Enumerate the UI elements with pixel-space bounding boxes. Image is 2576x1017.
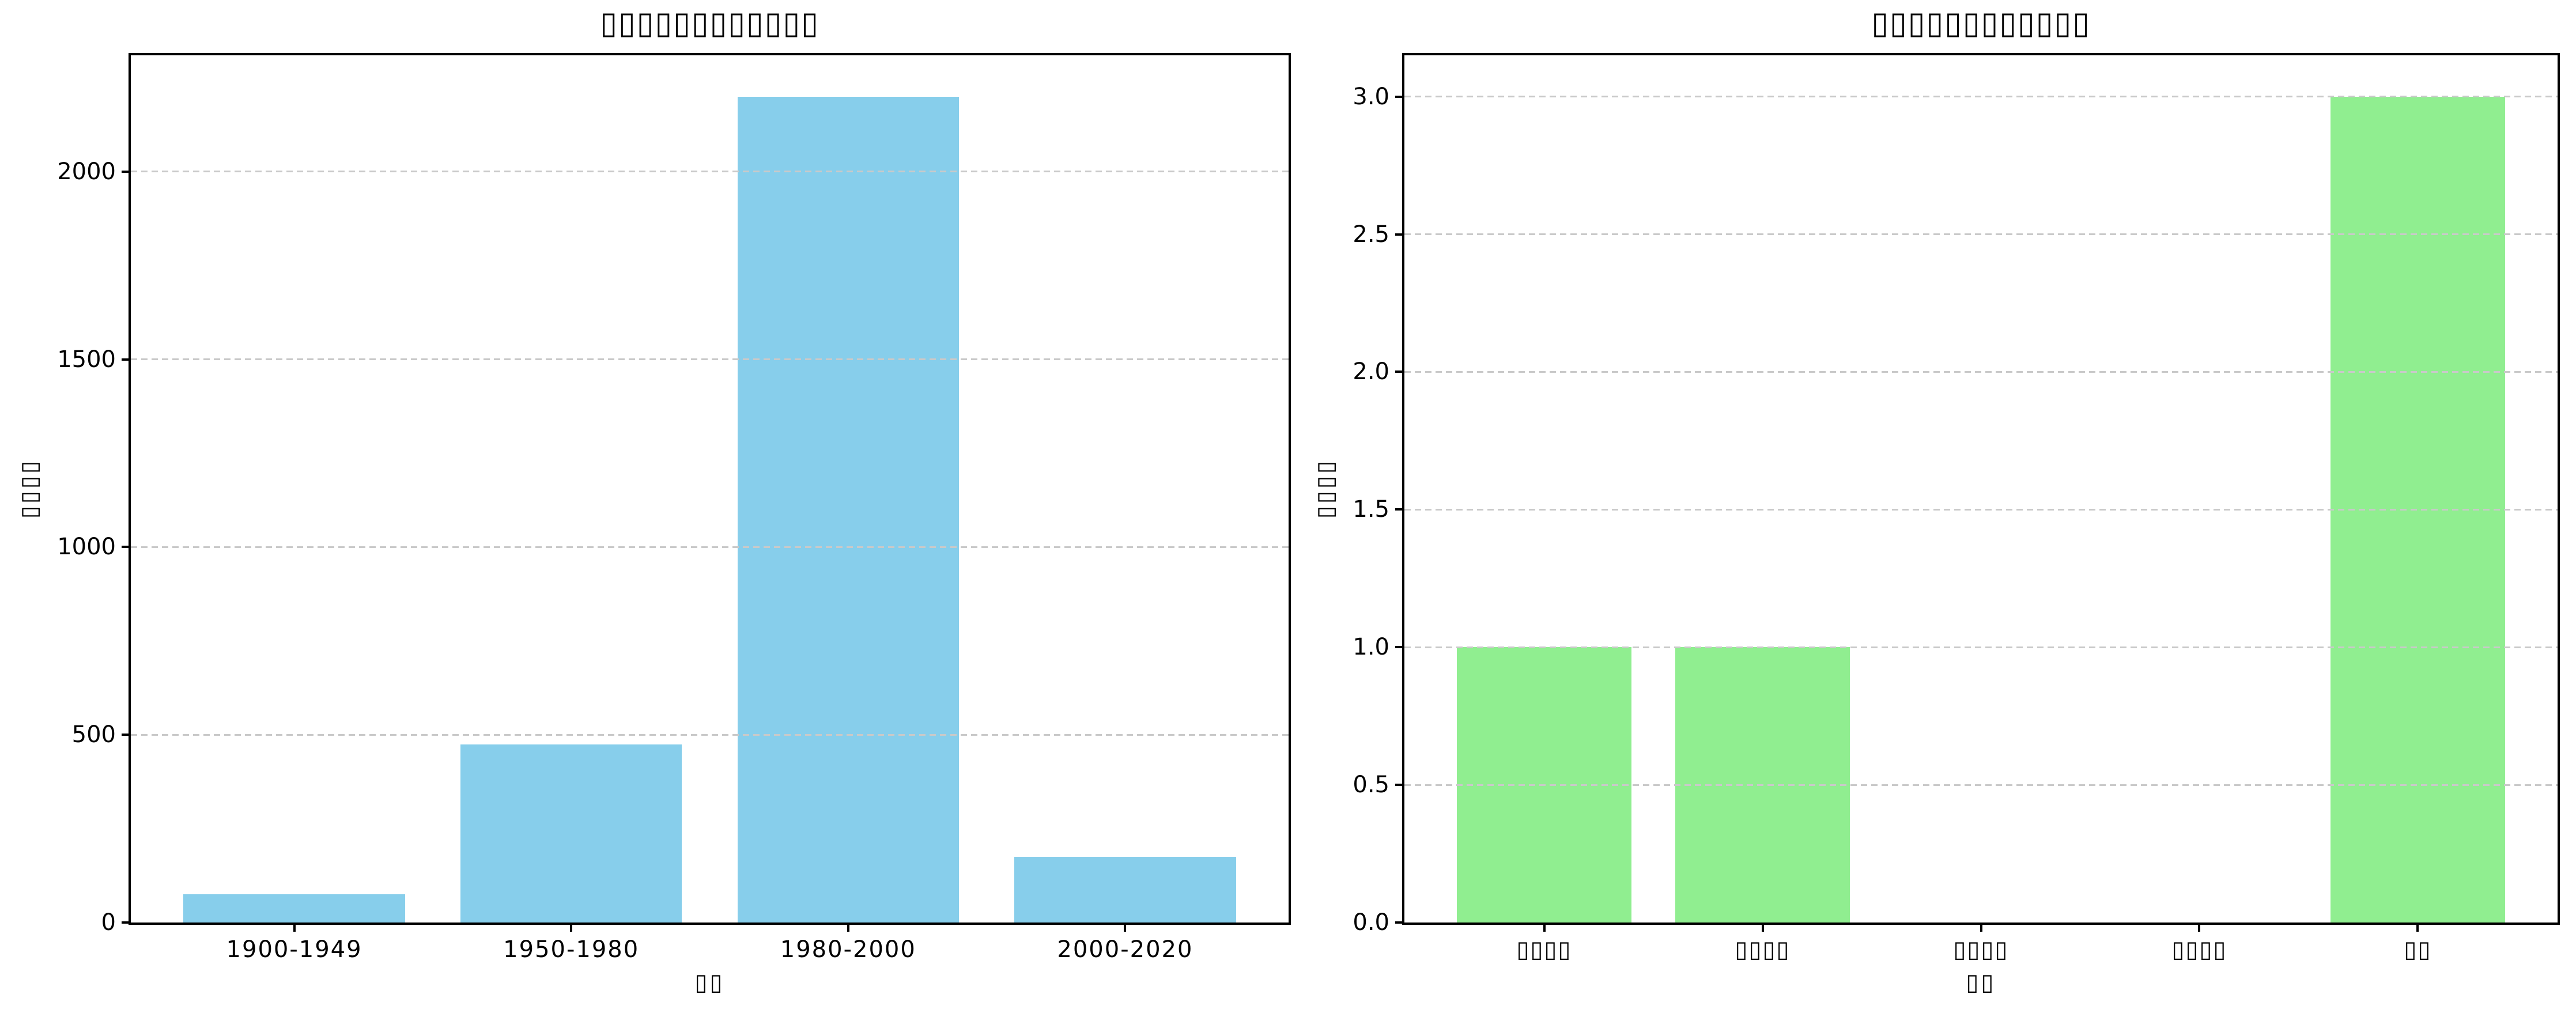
x-tick	[2198, 923, 2201, 932]
y-tick-label: 2.5	[1353, 221, 1389, 248]
y-tick	[1395, 95, 1404, 98]
bar-0	[183, 894, 405, 923]
y-tick-label: 3.0	[1353, 83, 1389, 110]
left-chart-plot-area: 0 500 1000 1500 2000 1900-1949 1950-1980 1980-2…	[57, 53, 1291, 963]
bar-3	[1014, 857, 1236, 923]
y-tick	[122, 358, 131, 361]
y-tick-label: 1.5	[1353, 496, 1389, 523]
x-tick-label: 2000-2020	[1057, 936, 1193, 963]
grid-line	[131, 546, 1289, 548]
y-tick	[122, 170, 131, 173]
x-tick-label: 1980-2000	[780, 936, 916, 963]
grid-line	[1404, 784, 2558, 786]
grid-line	[1404, 96, 2558, 98]
bar-1	[460, 744, 682, 923]
x-tick-label: ▯▯▯▯	[2171, 936, 2227, 963]
y-tick	[1395, 233, 1404, 236]
y-tick-label: 0.0	[1353, 909, 1389, 936]
right-chart-x-axis-label: ▯▯	[1966, 969, 1996, 996]
x-tick-label: ▯▯▯▯	[1516, 936, 1572, 963]
grid-line	[131, 734, 1289, 736]
x-tick	[847, 923, 849, 932]
left-chart-title: ▯▯▯▯▯▯▯▯▯▯▯▯	[600, 5, 819, 41]
grid-line	[1404, 233, 2558, 236]
right-chart-plot-area: 0.0 0.5 1.0 1.5 2.0 2.5 3.0 ▯▯▯▯ ▯▯▯▯ ▯▯▯▯ ▯▯▯▯ ▯▯	[1353, 53, 2560, 963]
left-chart-y-axis-label: ▯▯▯▯	[16, 458, 43, 519]
y-tick-label: 0.5	[1353, 772, 1389, 799]
y-tick-label: 500	[71, 721, 116, 748]
y-tick-label: 0	[101, 909, 116, 936]
x-tick	[2416, 923, 2419, 932]
x-tick	[1761, 923, 1764, 932]
y-tick	[122, 734, 131, 736]
x-tick-label: ▯▯	[2404, 936, 2432, 963]
y-tick	[122, 546, 131, 549]
y-tick-label: 2.0	[1353, 358, 1389, 385]
x-tick	[1543, 923, 1546, 932]
x-tick-label: ▯▯▯▯	[1735, 936, 1791, 963]
grid-line	[1404, 508, 2558, 511]
x-tick-label: 1950-1980	[503, 936, 640, 963]
x-tick	[1124, 923, 1127, 932]
y-tick-label: 1500	[57, 346, 116, 373]
y-tick	[1395, 921, 1404, 924]
y-tick	[1395, 646, 1404, 649]
y-tick-label: 1.0	[1353, 634, 1389, 661]
y-tick	[1395, 784, 1404, 787]
y-tick-label: 1000	[57, 534, 116, 561]
grid-line	[131, 358, 1289, 361]
y-tick-label: 2000	[57, 158, 116, 185]
y-tick	[122, 921, 131, 924]
grid-line	[1404, 370, 2558, 373]
x-tick-label: ▯▯▯▯	[1953, 936, 2009, 963]
grid-line	[131, 171, 1289, 173]
x-tick-label: 1900-1949	[226, 936, 362, 963]
grid-line	[1404, 646, 2558, 648]
bar-2	[737, 96, 960, 923]
y-tick	[1395, 508, 1404, 511]
x-tick	[570, 923, 573, 932]
left-chart-x-axis-label: ▯▯	[694, 969, 725, 996]
x-tick	[1980, 923, 1982, 932]
y-tick	[1395, 370, 1404, 373]
x-tick	[293, 923, 296, 932]
right-chart-title: ▯▯▯▯▯▯▯▯▯▯▯▯	[1871, 5, 2091, 41]
